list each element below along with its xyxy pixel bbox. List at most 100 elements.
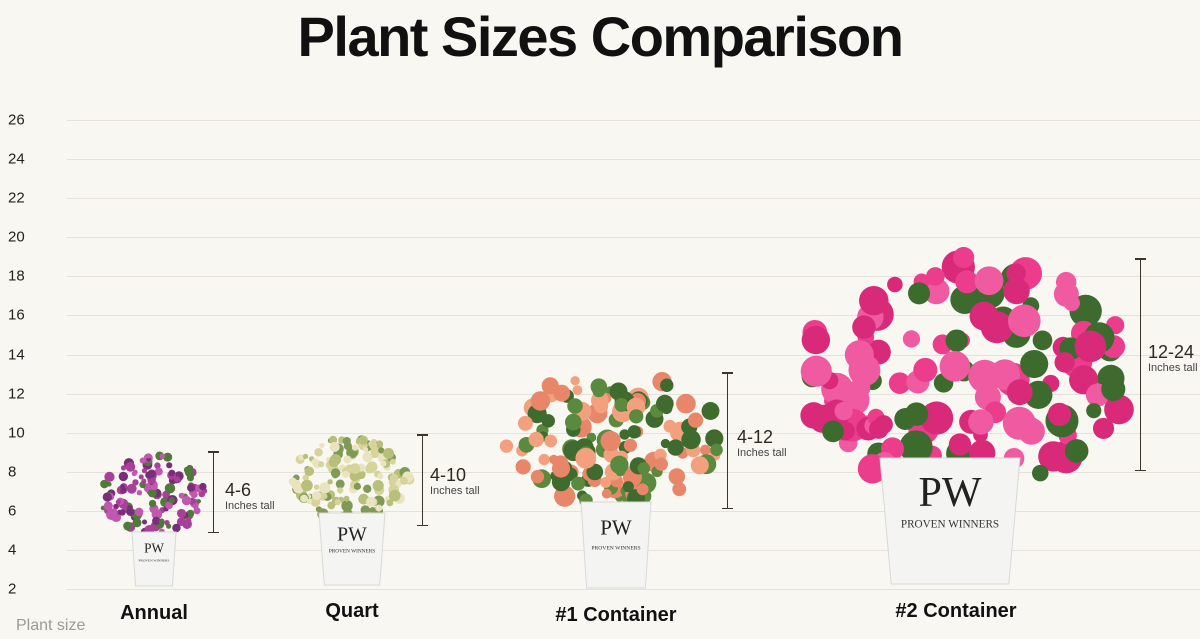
foliage-mark (329, 435, 338, 444)
foliage-mark (363, 447, 369, 453)
foliage-mark (1038, 441, 1069, 472)
pw-logo: PW (919, 470, 982, 516)
foliage-mark (801, 325, 831, 355)
foliage-mark (1006, 263, 1026, 283)
foliage-mark (955, 270, 979, 294)
pw-logo: PW (600, 516, 632, 540)
y-tick-label: 2 (8, 580, 17, 598)
foliage-mark (1047, 402, 1072, 427)
foliage-mark (950, 285, 980, 314)
foliage-mark (636, 483, 649, 496)
foliage-mark (586, 463, 604, 481)
foliage-mark (100, 479, 109, 489)
range-value: 4-12 (737, 427, 774, 447)
foliage-mark (319, 442, 325, 449)
range-value: 4-10 (430, 465, 467, 485)
pw-logo: PW (337, 523, 367, 545)
foliage-mark (152, 516, 161, 525)
foliage-mark (386, 499, 394, 507)
foliage-mark (681, 429, 701, 450)
foliage-mark (953, 246, 975, 269)
foliage-mark (572, 385, 583, 396)
y-tick-label: 12 (8, 385, 25, 403)
foliage-mark (663, 419, 677, 433)
foliage-mark (528, 431, 544, 448)
gridline (67, 589, 1200, 590)
foliage-mark (371, 450, 379, 459)
foliage-mark (341, 470, 350, 478)
foliage-mark (151, 509, 163, 520)
y-tick-label: 16 (8, 306, 25, 324)
foliage-mark (317, 461, 325, 468)
foliage-mark (351, 444, 359, 451)
foliage-mark (329, 454, 342, 466)
foliage-mark (1031, 464, 1049, 482)
foliage-mark (146, 457, 152, 462)
foliage-mark (302, 474, 309, 481)
foliage-mark (187, 483, 196, 492)
foliage-mark (667, 439, 684, 456)
foliage-mark (923, 277, 950, 305)
foliage-mark (857, 454, 888, 484)
range-value: 12-24 (1148, 342, 1195, 362)
range-bar (1135, 258, 1146, 471)
pot (131, 531, 177, 587)
y-tick-label: 22 (8, 189, 25, 207)
foliage-mark (705, 429, 724, 448)
foliage-mark (913, 357, 938, 382)
foliage-mark (132, 518, 142, 528)
foliage-mark (1017, 417, 1045, 445)
foliage-mark (300, 494, 308, 503)
foliage-mark (372, 480, 384, 492)
brand-logo: PROVEN WINNERS (591, 545, 640, 551)
foliage-mark (327, 479, 333, 485)
foliage-mark (146, 453, 152, 459)
foliage-mark (544, 434, 558, 448)
foliage-mark (166, 523, 172, 529)
foliage-mark (968, 409, 994, 435)
foliage-mark (378, 447, 385, 454)
brand-logo: PROVEN WINNERS (901, 518, 999, 530)
foliage-mark (375, 440, 384, 449)
foliage-mark (178, 492, 185, 499)
foliage-mark (1064, 439, 1089, 463)
foliage-mark (656, 399, 667, 410)
gridline (67, 159, 1200, 161)
foliage-mark (499, 439, 514, 453)
foliage-mark (141, 468, 148, 474)
gridline (67, 120, 1200, 121)
foliage-mark (343, 495, 350, 502)
y-tick-label: 8 (8, 463, 17, 481)
foliage-mark (553, 384, 571, 402)
y-tick-label: 6 (8, 502, 17, 520)
foliage-mark (181, 495, 192, 506)
foliage-mark (298, 454, 305, 461)
foliage-mark (701, 402, 720, 420)
foliage-mark (363, 484, 372, 493)
page-title: Plant Sizes Comparison (297, 5, 904, 68)
range-label: 4-12 Inches tall (737, 428, 787, 459)
foliage-mark (517, 415, 533, 431)
foliage-mark (141, 478, 147, 484)
foliage-mark (600, 430, 621, 452)
foliage-mark (1032, 330, 1053, 351)
foliage-mark (590, 378, 608, 395)
foliage-mark (687, 412, 704, 428)
foliage-mark (375, 504, 383, 512)
foliage-mark (389, 458, 396, 465)
foliage-mark (301, 479, 313, 492)
range-value: 4-6 (225, 480, 252, 500)
foliage-mark (134, 507, 144, 517)
foliage-mark (859, 285, 889, 316)
foliage-mark (388, 489, 401, 502)
foliage-mark (186, 474, 195, 482)
y-tick-label: 24 (8, 150, 25, 168)
foliage-mark (163, 452, 173, 462)
foliage-mark (380, 460, 387, 467)
foliage-mark (158, 518, 165, 525)
range-label: 12-24 Inches tall (1148, 343, 1198, 374)
foliage-mark (676, 393, 696, 414)
y-tick-label: 26 (8, 111, 25, 129)
